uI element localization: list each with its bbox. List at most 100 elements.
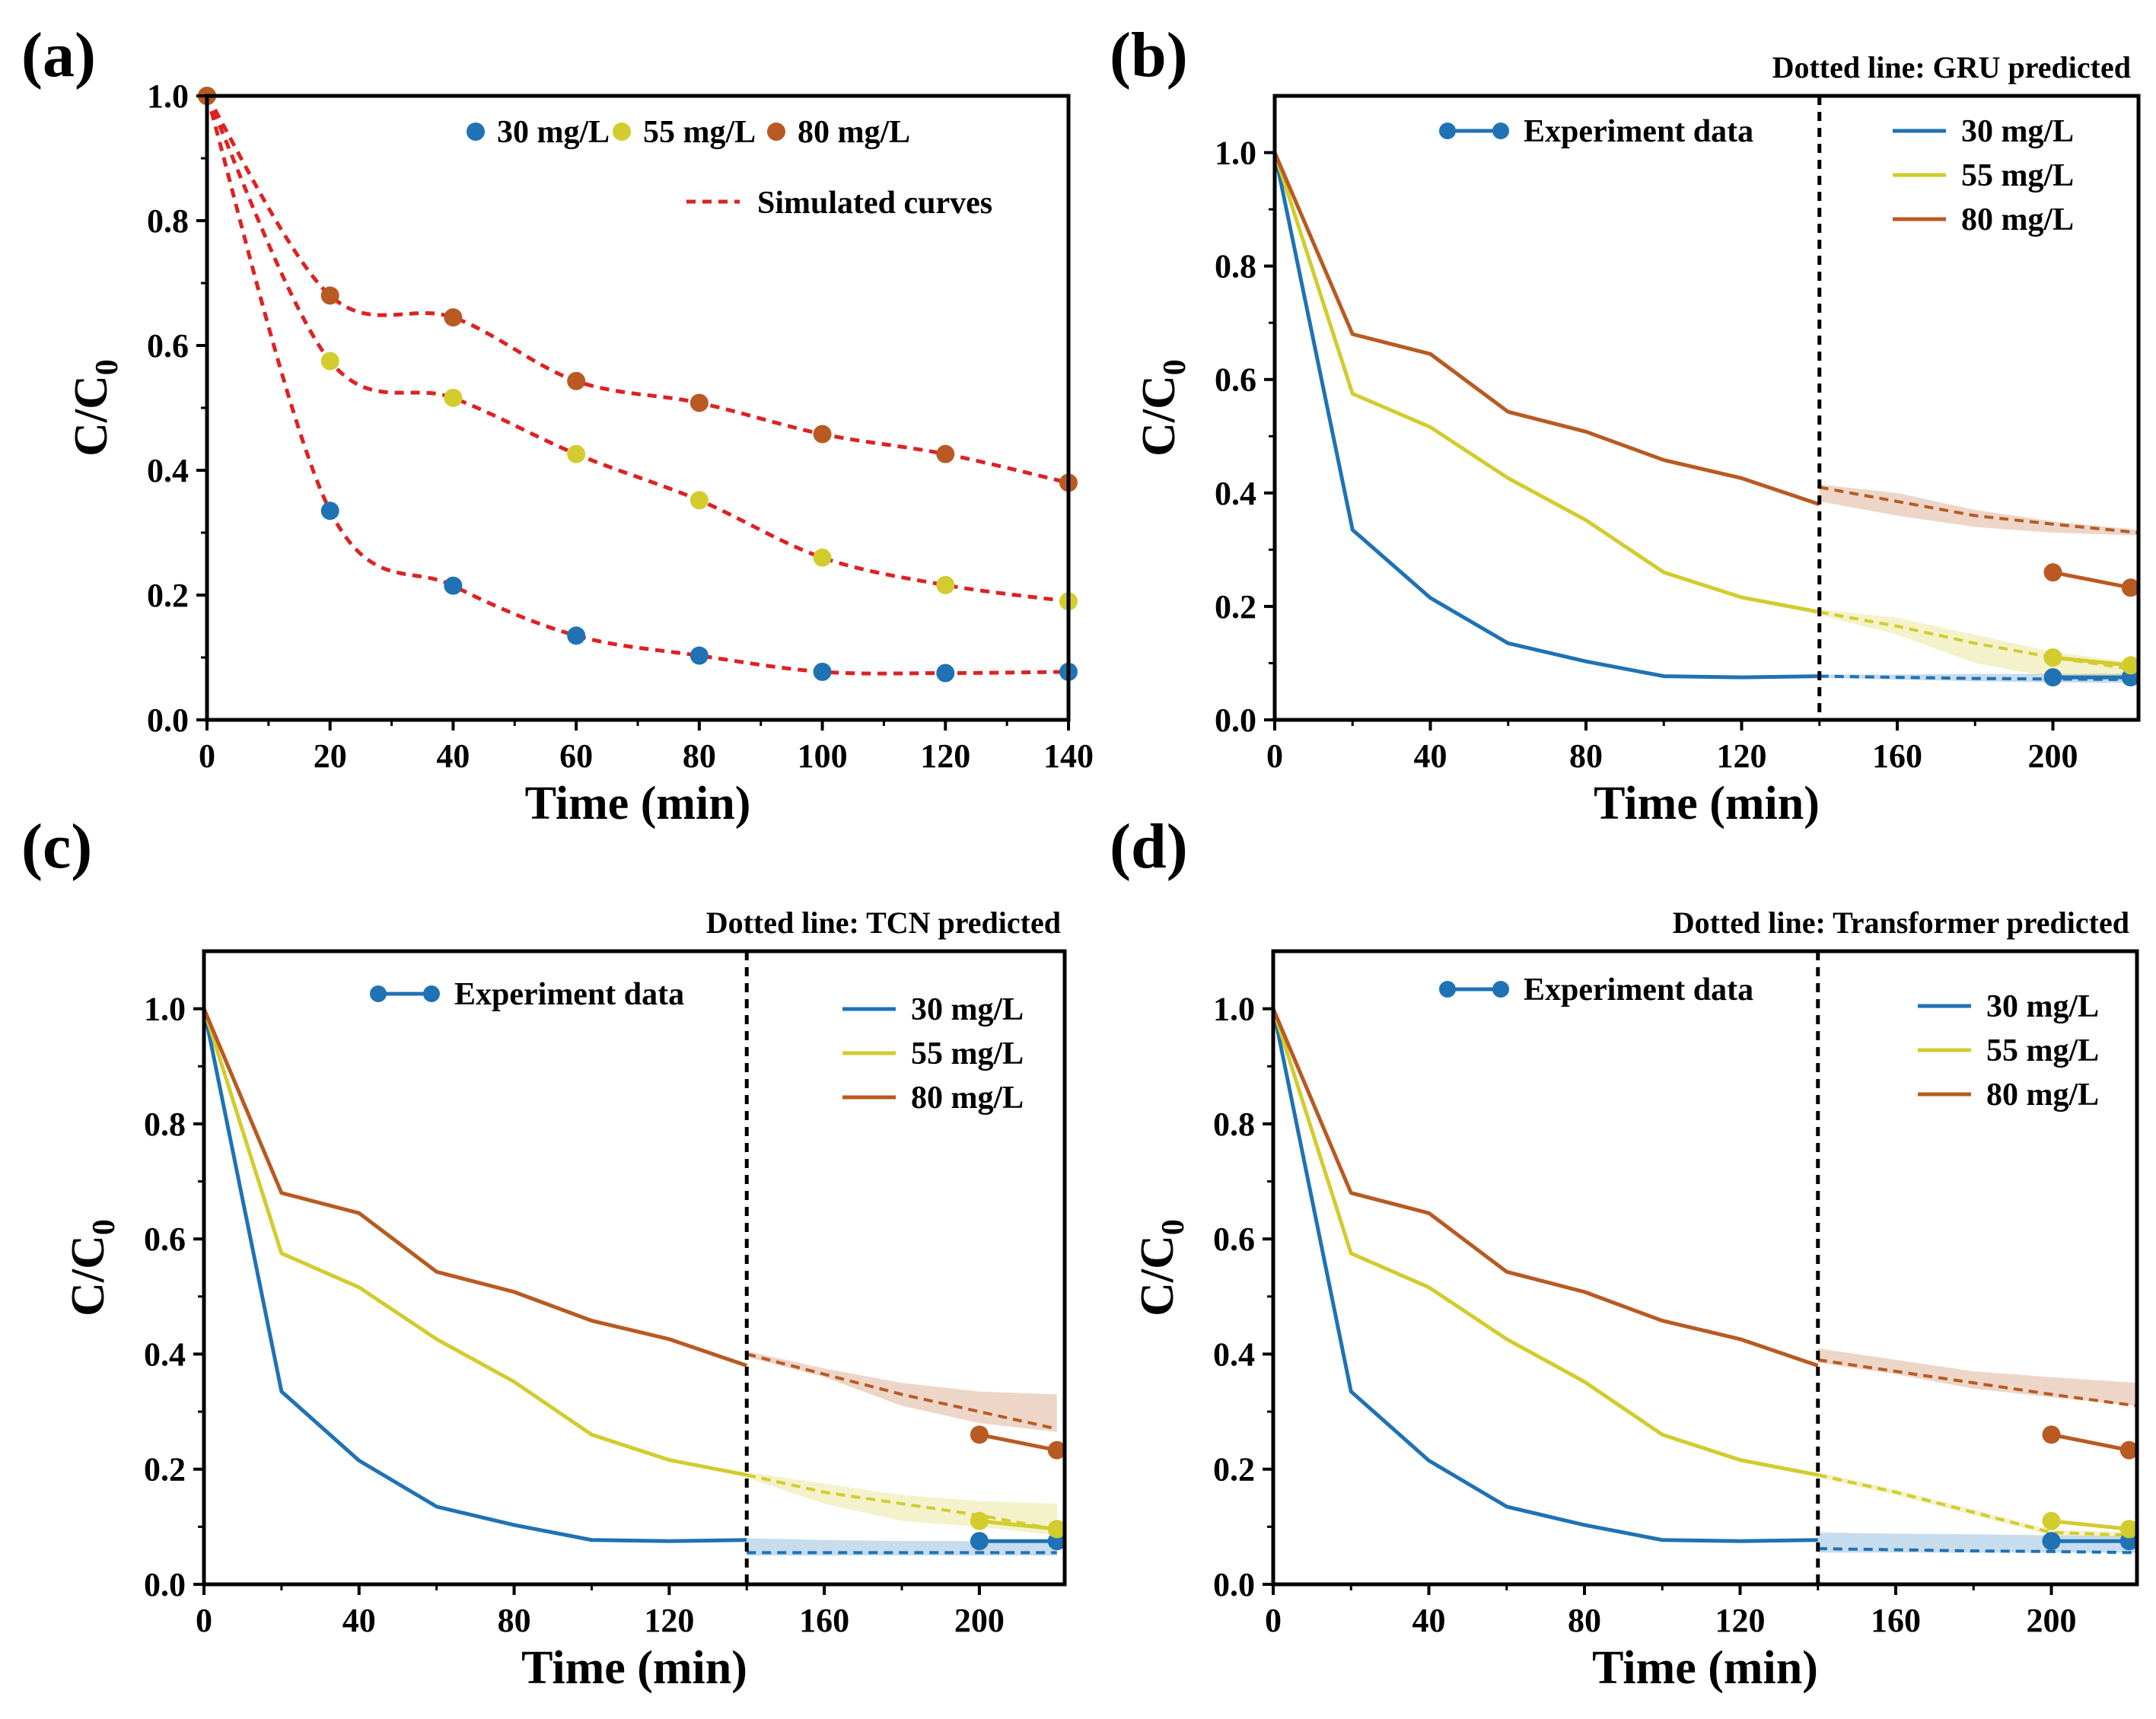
panel-b-test-point-0-0 [2043,668,2062,687]
panel-d-band-1 [1817,1472,2137,1539]
panel-a-legend-label-1: 55 mg/L [643,115,756,150]
panel-a-ytick-label-5: 1.0 [147,78,189,115]
panel-c-xtick-label-5: 200 [954,1602,1005,1639]
panel-b-experiment-line-0 [1275,152,1820,680]
panel-b-xlabel: Time (min) [1594,778,1820,829]
panel-d-predicted-line-2 [1817,1358,2137,1408]
panel-d-test-point-2-0 [2042,1425,2061,1444]
panel-c-test-point-1-0 [970,1511,989,1530]
panel-c-ytick-label-3: 0.6 [144,1221,186,1258]
panel-c-experiment-line-0 [204,1008,747,1543]
panel-a-xtick-label-4: 80 [683,737,716,775]
panel-a-legend-label-0: 30 mg/L [497,115,610,150]
panel-b-xtick-label-0: 0 [1266,737,1283,775]
panel-c-ytick-label-5: 1.0 [144,991,186,1028]
panel-b-legend-exp-label: Experiment data [1524,114,1753,149]
panel-c-band-2 [747,1351,1057,1432]
panel-d-ytick-label-4: 0.8 [1213,1106,1255,1143]
panel-c-ylabel-main: C/C [62,1235,114,1316]
panel-d-xlabel: Time (min) [1592,1642,1818,1694]
panel-a-xtick-label-7: 140 [1043,737,1094,775]
panel-b-ytick-label-2: 0.4 [1215,475,1256,512]
panel-b-test-line-1 [2052,655,2132,667]
panel-b-ytick-label-1: 0.2 [1215,588,1256,626]
panel-c-ytick-label-2: 0.4 [144,1335,186,1373]
panel-a-legend-marker-2 [767,123,785,141]
panel-d-xtick-label-4: 160 [1871,1602,1921,1639]
panel-b-test-line-2 [2052,570,2132,590]
panel-b-xtick-label-4: 160 [1872,737,1922,775]
panel-c-experiment-line-1 [204,1008,747,1477]
panel-a-point-2-2 [444,308,463,327]
panel-c-xtick-label-1: 40 [342,1602,376,1639]
panel-b-ytick-label-5: 1.0 [1215,135,1256,172]
panel-a-ytick-label-4: 0.8 [147,202,189,240]
panel-c-ylabel: C/C0 [62,1219,122,1316]
panel-c-axes-frame [202,949,1067,1587]
panel-a-xtick-label-3: 60 [559,737,593,775]
panel-c-legend-exp-marker-b [423,985,440,1002]
panel-b-xtick-label-5: 200 [2028,737,2078,775]
panel-a-point-1-6 [936,575,955,594]
panel-a-ylabel: C/C0 [65,359,125,457]
panel-b-axes-frame [1272,94,2141,722]
panel-b-legend-exp-marker-b [1492,123,1509,139]
panel-c-experiment-line-2 [204,1008,748,1367]
panel-d-xtick-label-1: 40 [1412,1602,1446,1639]
panel-a-point-0-3 [567,626,586,645]
panel-c-xtick-label-0: 0 [196,1602,212,1639]
panel-d-ylabel-sub: 0 [1156,1219,1191,1235]
panel-d-ytick-label-0: 0.0 [1213,1566,1255,1603]
panel-a-point-1-3 [567,444,586,463]
panel-d-experiment-line-0 [1273,1008,1818,1543]
panel-d-experiment-line-2 [1273,1008,1819,1367]
panel-c-ytick-label-1: 0.2 [144,1451,186,1488]
panel-a-ytick-label-1: 0.2 [147,577,189,614]
panel-d-test-point-0-0 [2042,1532,2061,1551]
panel-c-test-point-0-0 [970,1532,989,1551]
panel-c-legend-series-label-0: 30 mg/L [911,992,1024,1027]
panel-b-ylabel-sub: 0 [1158,359,1193,375]
panel-a-point-0-4 [689,646,709,665]
panel-a-point-0-6 [936,664,955,683]
panel-a-xtick-label-0: 0 [199,737,215,775]
panel-b-test-point-2-0 [2043,563,2062,582]
panel-a-point-2-3 [567,371,586,390]
panel-c-legend-series-label-1: 55 mg/L [911,1036,1024,1071]
panel-d-predicted-line-0 [1817,1547,2137,1555]
panel-c-xtick-label-2: 80 [498,1602,531,1639]
panel-d-xtick-label-5: 200 [2027,1602,2077,1639]
panel-d-band-2 [1817,1348,2137,1406]
panel-a-point-0-2 [444,576,463,595]
panel-a: (a) 30 mg/L 55 mg/L 80 mg/L Simulated curves… [21,20,1094,829]
panel-a-ytick-label-3: 0.6 [147,327,189,364]
panel-a-xtick-label-1: 20 [314,737,347,775]
panel-a-ylabel-sub: 0 [90,359,125,375]
panel-b-legend-series-label-0: 30 mg/L [1961,114,2074,149]
panel-b-xtick-label-3: 120 [1717,737,1767,775]
panel-c-xtick-label-4: 160 [799,1602,849,1639]
panel-a-point-2-4 [689,393,709,412]
panel-b-legend-series-label-1: 55 mg/L [1961,158,2074,193]
panel-c-legend-exp-label: Experiment data [454,977,684,1012]
panel-d-ylabel-main: C/C [1132,1235,1183,1316]
panel-b-test-point-1-1 [2121,656,2140,675]
panel-b-ytick-label-3: 0.6 [1215,361,1256,399]
panel-b-experiment-line-2 [1275,151,1820,507]
panel-c-predicted-line-1 [746,1473,1058,1532]
panel-c-ylabel-sub: 0 [87,1219,122,1235]
panel-a-ytick-label-2: 0.4 [147,452,189,489]
panel-a-label: (a) [21,20,96,91]
panel-c-predicted-line-2 [746,1352,1058,1431]
panel-d-ylabel: C/C0 [1132,1219,1191,1316]
panel-b-label: (b) [1110,20,1188,91]
panel-a-point-1-1 [320,352,339,371]
panel-c-legend-exp-marker-a [370,985,387,1002]
panel-d-ytick-label-3: 0.6 [1213,1221,1255,1258]
panel-c-label: (c) [21,811,92,882]
panel-b-xtick-label-2: 80 [1569,737,1603,775]
panel-a-ylabel-main: C/C [65,375,117,457]
panel-d-ytick-label-5: 1.0 [1213,991,1255,1028]
panel-a-legend-simulated-label: Simulated curves [757,186,992,221]
